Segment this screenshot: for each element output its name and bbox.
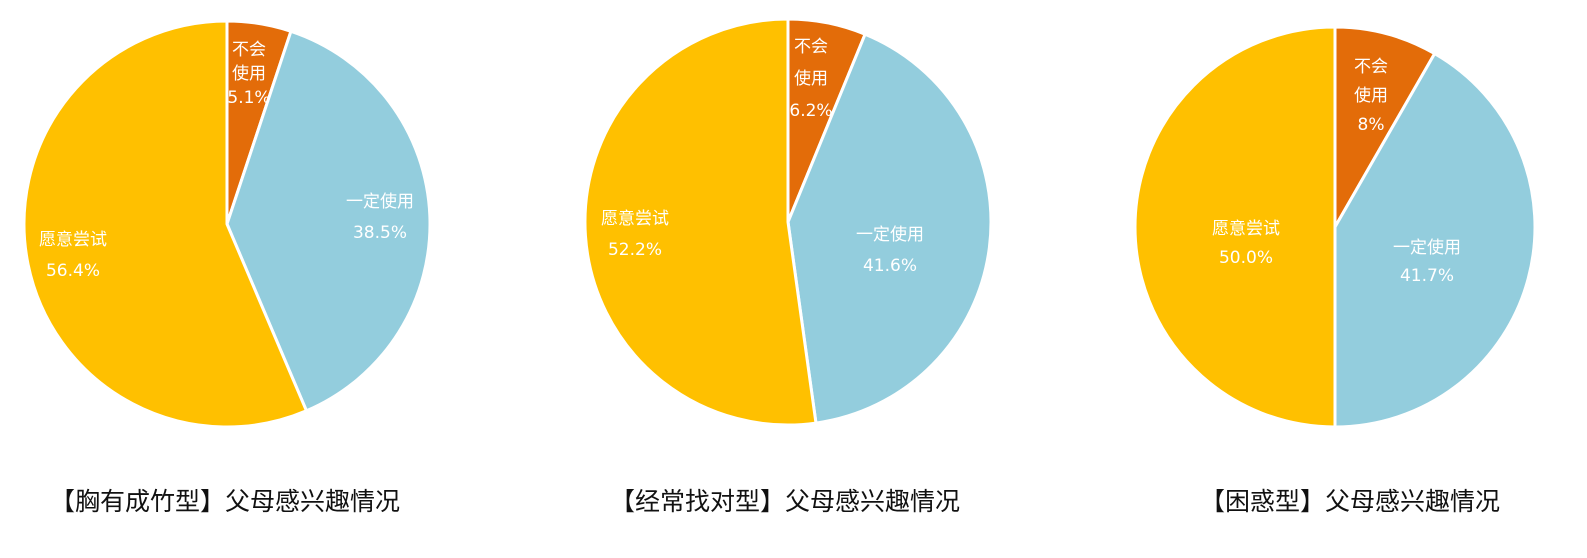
pie-slice-definitely-use <box>1333 52 1537 429</box>
slice-label-willing-try: 愿意尝试 52.2% <box>601 209 669 260</box>
slice-label-definitely-use: 一定使用 38.5% <box>346 191 414 243</box>
pie-chart-confused: 不会使用 8% 一定使用 41.7% 愿意尝试 50.0% <box>1133 25 1537 429</box>
slice-label-definitely-use: 一定使用 41.7% <box>1393 237 1461 286</box>
slice-label-not-use: 不会使用 6.2% <box>789 37 832 121</box>
pie-slice-willing-try <box>1133 25 1337 429</box>
pie-slice-willing-try <box>22 19 308 429</box>
slice-label-willing-try: 愿意尝试 56.4% <box>39 230 107 281</box>
chart-title-confused: 【困惑型】父母感兴趣情况 <box>1200 487 1501 516</box>
pie-slice-definitely-use <box>225 29 432 413</box>
slice-label-definitely-use: 一定使用 41.6% <box>856 224 924 276</box>
pie-chart-confident: 不会使用 5.1% 一定使用 38.5% 愿意尝试 56.4% <box>22 19 432 429</box>
chart-title-often-right: 【经常找对型】父母感兴趣情况 <box>610 487 961 516</box>
pie-chart-often-right: 不会使用 6.2% 一定使用 41.6% 愿意尝试 52.2% <box>583 17 993 427</box>
pie-slice-willing-try <box>583 17 818 427</box>
slice-label-not-use: 不会使用 5.1% <box>227 40 270 108</box>
slice-label-willing-try: 愿意尝试 50.0% <box>1212 219 1280 268</box>
chart-title-confident: 【胸有成竹型】父母感兴趣情况 <box>50 487 401 516</box>
pie-slice-not-use <box>1333 25 1437 229</box>
pie-slice-definitely-use <box>786 32 993 425</box>
slice-label-not-use: 不会使用 8% <box>1354 57 1388 135</box>
